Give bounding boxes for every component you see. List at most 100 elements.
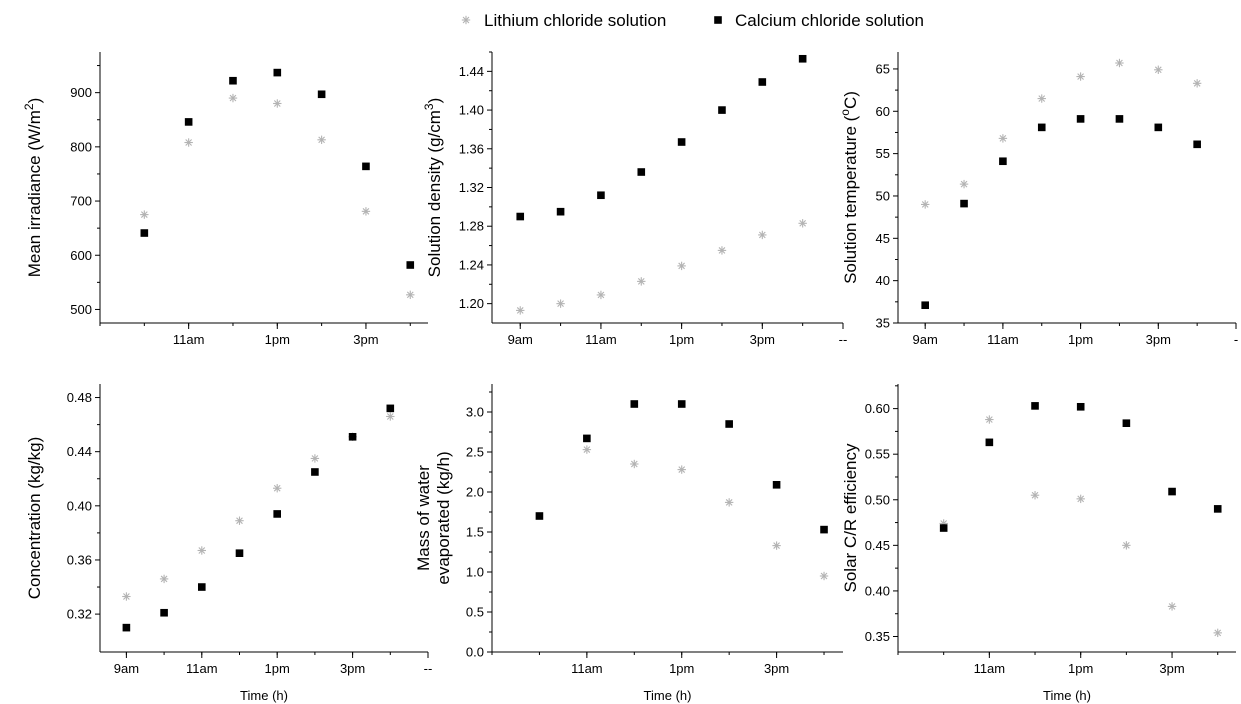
y-axis-title: Solution density (g/cm3) <box>422 98 444 278</box>
data-point-calcium <box>820 525 828 534</box>
y-tick-label: 1.40 <box>459 103 484 118</box>
series-calcium <box>939 402 1222 532</box>
chart-panel-4: 0.32 0.36 0.40 0.44 0.48 9am 11am 1pm 3pm -- Conce… <box>25 384 432 703</box>
x-tick-label: 11am <box>173 332 205 347</box>
data-point-lithium <box>235 516 244 525</box>
x-tick-label: 3pm <box>1146 332 1171 347</box>
y-tick-label: 500 <box>70 302 92 317</box>
data-point-calcium <box>798 54 807 63</box>
data-point-calcium <box>677 138 686 146</box>
data-point-lithium <box>582 445 592 454</box>
x-tick-label: 3pm <box>353 332 378 347</box>
x-tick-label: 9am <box>913 332 938 347</box>
series-calcium <box>921 115 1201 310</box>
data-point-lithium <box>758 230 767 240</box>
legend-marker-asterisk-shape <box>461 15 471 25</box>
data-point-calcium <box>1115 115 1124 123</box>
legend-marker-square-shape <box>714 16 722 24</box>
x-tick-label: 3pm <box>1159 661 1184 676</box>
chart-legend: Lithium chloride solution Calcium chlori… <box>461 11 924 30</box>
data-point-lithium <box>798 219 807 228</box>
series-calcium <box>140 68 415 269</box>
y-tick-label: 0.55 <box>865 447 890 462</box>
y-tick-label: 50 <box>876 188 890 203</box>
legend-item-calcium: Calcium chloride solution <box>714 11 924 30</box>
y-tick-label: 700 <box>70 194 92 209</box>
data-point-calcium <box>386 404 395 413</box>
legend-item-lithium: Lithium chloride solution <box>461 11 666 30</box>
data-point-lithium <box>1192 79 1202 88</box>
y-tick-label: 0.60 <box>865 401 890 416</box>
data-point-lithium <box>406 290 415 300</box>
data-point-lithium <box>959 179 969 189</box>
y-axis-title: Solution temperature (oC) <box>838 91 860 284</box>
data-point-lithium <box>1076 494 1085 504</box>
x-tick-label: 3pm <box>750 332 775 347</box>
x-tick-label: 11am <box>571 661 603 676</box>
data-point-lithium <box>1122 541 1131 550</box>
x-tick-label: -- <box>424 661 433 676</box>
data-point-lithium <box>556 299 565 308</box>
chart-panel-1: 500 600 700 800 900 11am 1pm 3pm Mean irradiance… <box>22 52 428 347</box>
data-point-calcium <box>1193 140 1201 149</box>
data-point-calcium <box>317 90 326 99</box>
data-point-calcium <box>718 106 726 114</box>
data-point-calcium <box>637 168 646 176</box>
y-tick-label: 60 <box>876 104 890 119</box>
data-point-calcium <box>597 191 605 200</box>
data-point-calcium <box>556 207 565 216</box>
data-point-calcium <box>999 157 1007 166</box>
x-tick-label: 11am <box>974 661 1006 676</box>
y-tick-label: 0.36 <box>67 552 92 567</box>
data-point-calcium <box>1122 419 1131 427</box>
y-tick-label: 1.36 <box>459 141 484 156</box>
data-point-calcium <box>140 229 149 237</box>
series-lithium <box>582 445 829 581</box>
data-point-lithium <box>310 454 320 463</box>
data-point-lithium <box>122 592 131 601</box>
data-point-lithium <box>630 459 639 469</box>
data-point-calcium <box>535 512 544 520</box>
data-point-lithium <box>998 134 1008 143</box>
data-point-lithium <box>273 99 282 108</box>
series-calcium <box>516 54 807 221</box>
data-point-calcium <box>1154 123 1163 132</box>
y-tick-label: 3.0 <box>466 405 484 420</box>
y-tick-label: 2.5 <box>466 445 484 460</box>
legend-marker-asterisk <box>461 15 471 25</box>
x-tick-label: 11am <box>585 332 617 347</box>
y-tick-label: 0.0 <box>466 645 484 660</box>
data-point-calcium <box>160 608 168 617</box>
data-point-calcium <box>921 301 929 310</box>
data-point-calcium <box>197 583 206 591</box>
data-point-calcium <box>772 481 781 489</box>
y-axis-title: Mass of waterevaporated (kg/h) <box>414 451 453 584</box>
data-point-calcium <box>1076 115 1085 123</box>
y-tick-label: 0.40 <box>67 498 92 513</box>
data-point-lithium <box>1213 628 1222 638</box>
data-point-lithium <box>1154 65 1163 74</box>
y-tick-label: 1.5 <box>466 525 484 540</box>
y-tick-label: 1.32 <box>459 180 484 195</box>
series-calcium <box>535 400 828 534</box>
y-tick-label: 1.20 <box>459 296 484 311</box>
x-axis-title: Time (h) <box>1043 688 1091 703</box>
data-point-calcium <box>1076 402 1085 411</box>
x-tick-label: 1pm <box>1068 661 1093 676</box>
data-point-lithium <box>985 415 994 424</box>
series-lithium <box>140 93 415 300</box>
y-tick-label: 900 <box>70 85 92 100</box>
data-point-lithium <box>228 93 238 103</box>
x-tick-label: 9am <box>114 661 139 676</box>
data-point-calcium <box>406 261 415 269</box>
y-tick-label: 0.50 <box>865 492 890 507</box>
data-point-lithium <box>386 412 395 421</box>
y-tick-label: 65 <box>876 61 890 76</box>
data-point-lithium <box>1167 602 1177 611</box>
x-tick-label: 9am <box>508 332 533 347</box>
data-point-lithium <box>1030 491 1040 500</box>
x-tick-label: -- <box>839 332 848 347</box>
data-point-lithium <box>361 207 371 216</box>
data-point-calcium <box>1168 487 1176 496</box>
